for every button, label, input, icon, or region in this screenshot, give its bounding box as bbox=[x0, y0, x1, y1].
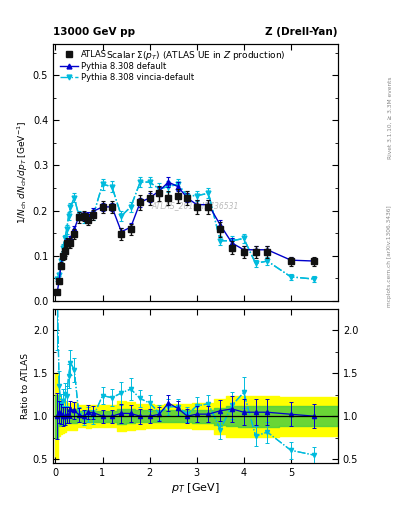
Text: ATLAS_2019_I1736531: ATLAS_2019_I1736531 bbox=[152, 201, 239, 210]
Text: Rivet 3.1.10, ≥ 3.3M events: Rivet 3.1.10, ≥ 3.3M events bbox=[387, 76, 392, 159]
X-axis label: $p_T$ [GeV]: $p_T$ [GeV] bbox=[171, 481, 220, 495]
Text: Z (Drell-Yan): Z (Drell-Yan) bbox=[266, 27, 338, 37]
Text: mcplots.cern.ch [arXiv:1306.3436]: mcplots.cern.ch [arXiv:1306.3436] bbox=[387, 205, 392, 307]
Legend: ATLAS, Pythia 8.308 default, Pythia 8.308 vincia-default: ATLAS, Pythia 8.308 default, Pythia 8.30… bbox=[57, 48, 197, 84]
Text: Scalar $\Sigma(p_T)$ (ATLAS UE in $Z$ production): Scalar $\Sigma(p_T)$ (ATLAS UE in $Z$ pr… bbox=[106, 49, 285, 61]
Text: 13000 GeV pp: 13000 GeV pp bbox=[53, 27, 135, 37]
Y-axis label: Ratio to ATLAS: Ratio to ATLAS bbox=[21, 353, 30, 419]
Y-axis label: $1/N_\mathrm{ch}\;dN_\mathrm{ch}/dp_T\;[\mathrm{GeV}^{-1}]$: $1/N_\mathrm{ch}\;dN_\mathrm{ch}/dp_T\;[… bbox=[16, 120, 30, 224]
